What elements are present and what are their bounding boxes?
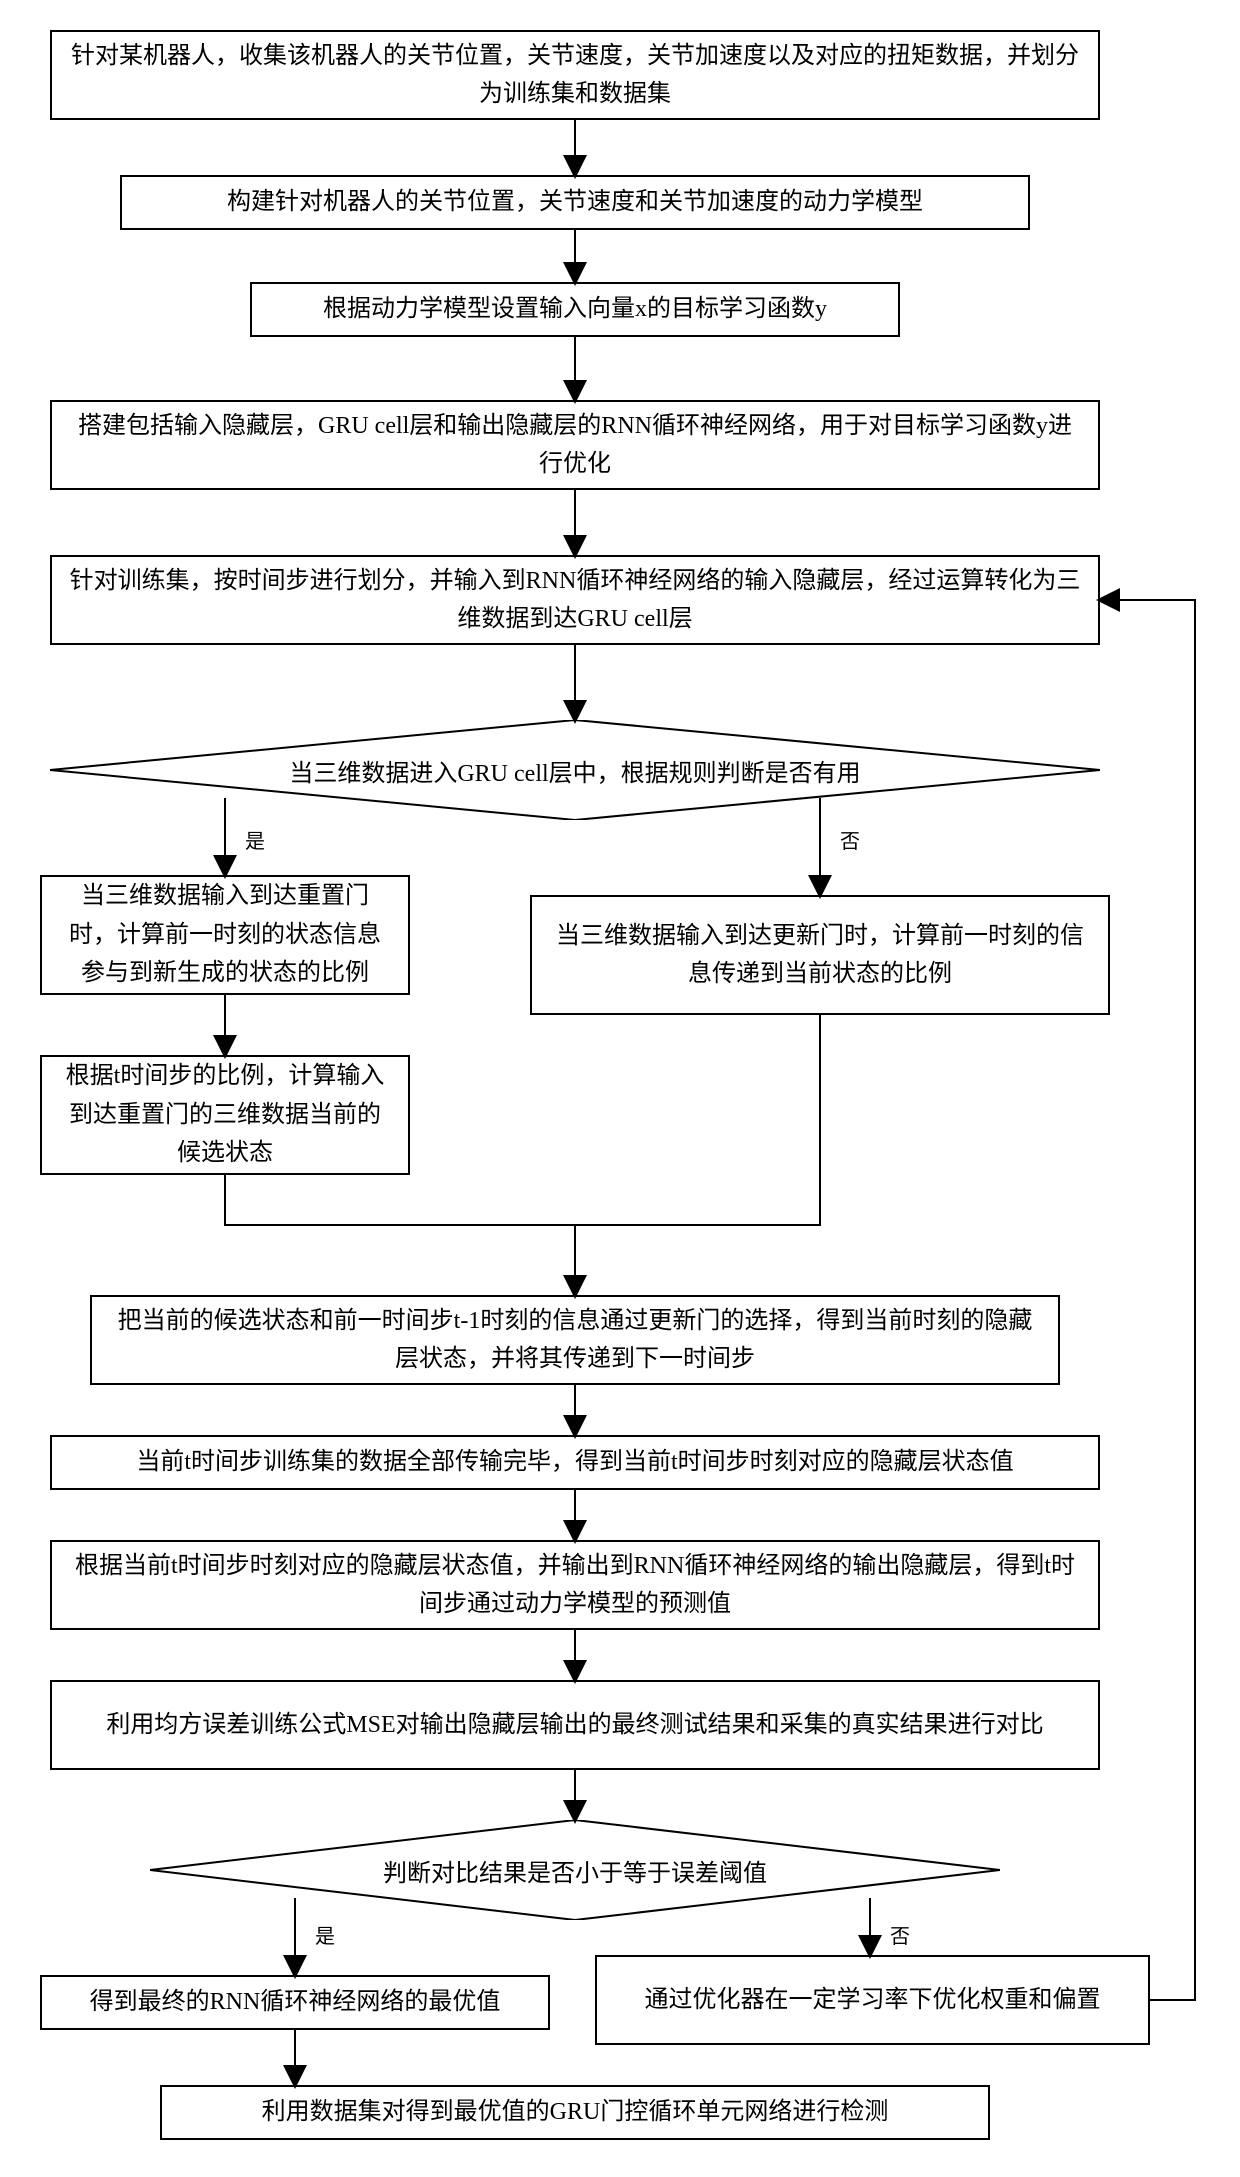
process-box-n14: 通过优化器在一定学习率下优化权重和偏置 xyxy=(595,1955,1150,2045)
box-text: 把当前的候选状态和前一时间步t-1时刻的信息通过更新门的选择，得到当前时刻的隐藏… xyxy=(108,1302,1042,1379)
process-box-n2: 构建针对机器人的关节位置，关节速度和关节加速度的动力学模型 xyxy=(120,175,1030,230)
box-text: 得到最终的RNN循环神经网络的最优值 xyxy=(90,1983,501,2021)
process-box-n11: 根据当前t时间步时刻对应的隐藏层状态值，并输出到RNN循环神经网络的输出隐藏层，… xyxy=(50,1540,1100,1630)
box-text: 利用数据集对得到最优值的GRU门控循环单元网络进行检测 xyxy=(262,2093,889,2131)
process-box-n1: 针对某机器人，收集该机器人的关节位置，关节速度，关节加速度以及对应的扭矩数据，并… xyxy=(50,30,1100,120)
box-text: 构建针对机器人的关节位置，关节速度和关节加速度的动力学模型 xyxy=(227,183,923,221)
box-text: 根据动力学模型设置输入向量x的目标学习函数y xyxy=(323,290,827,328)
box-text: 当三维数据输入到达更新门时，计算前一时刻的信息传递到当前状态的比例 xyxy=(548,917,1092,994)
process-box-n12: 利用均方误差训练公式MSE对输出隐藏层输出的最终测试结果和采集的真实结果进行对比 xyxy=(50,1680,1100,1770)
diamond-text: 当三维数据进入GRU cell层中，根据规则判断是否有用 xyxy=(209,753,940,788)
process-box-n7: 当三维数据输入到达更新门时，计算前一时刻的信息传递到当前状态的比例 xyxy=(530,895,1110,1015)
box-text: 当三维数据输入到达重置门时，计算前一时刻的状态信息参与到新生成的状态的比例 xyxy=(58,877,392,992)
box-text: 针对某机器人，收集该机器人的关节位置，关节速度，关节加速度以及对应的扭矩数据，并… xyxy=(68,37,1082,114)
process-box-n13: 得到最终的RNN循环神经网络的最优值 xyxy=(40,1975,550,2030)
box-text: 利用均方误差训练公式MSE对输出隐藏层输出的最终测试结果和采集的真实结果进行对比 xyxy=(106,1706,1043,1744)
box-text: 通过优化器在一定学习率下优化权重和偏置 xyxy=(645,1981,1101,2019)
decision-diamond-d2: 判断对比结果是否小于等于误差阈值 xyxy=(150,1820,1000,1920)
box-text: 针对训练集，按时间步进行划分，并输入到RNN循环神经网络的输入隐藏层，经过运算转… xyxy=(68,562,1082,639)
box-text: 根据当前t时间步时刻对应的隐藏层状态值，并输出到RNN循环神经网络的输出隐藏层，… xyxy=(68,1547,1082,1624)
branch-label-yes-2: 是 xyxy=(315,1920,335,1949)
process-box-n8: 根据t时间步的比例，计算输入到达重置门的三维数据当前的候选状态 xyxy=(40,1055,410,1175)
process-box-n10: 当前t时间步训练集的数据全部传输完毕，得到当前t时间步时刻对应的隐藏层状态值 xyxy=(50,1435,1100,1490)
process-box-n6: 当三维数据输入到达重置门时，计算前一时刻的状态信息参与到新生成的状态的比例 xyxy=(40,875,410,995)
process-box-n9: 把当前的候选状态和前一时间步t-1时刻的信息通过更新门的选择，得到当前时刻的隐藏… xyxy=(90,1295,1060,1385)
box-text: 搭建包括输入隐藏层，GRU cell层和输出隐藏层的RNN循环神经网络，用于对目… xyxy=(68,407,1082,484)
process-box-n15: 利用数据集对得到最优值的GRU门控循环单元网络进行检测 xyxy=(160,2085,990,2140)
diamond-text: 判断对比结果是否小于等于误差阈值 xyxy=(303,1853,847,1888)
branch-label-no-1: 否 xyxy=(840,825,860,854)
box-text: 当前t时间步训练集的数据全部传输完毕，得到当前t时间步时刻对应的隐藏层状态值 xyxy=(136,1443,1013,1481)
branch-label-yes-1: 是 xyxy=(245,825,265,854)
branch-label-no-2: 否 xyxy=(890,1920,910,1949)
process-box-n5: 针对训练集，按时间步进行划分，并输入到RNN循环神经网络的输入隐藏层，经过运算转… xyxy=(50,555,1100,645)
process-box-n4: 搭建包括输入隐藏层，GRU cell层和输出隐藏层的RNN循环神经网络，用于对目… xyxy=(50,400,1100,490)
process-box-n3: 根据动力学模型设置输入向量x的目标学习函数y xyxy=(250,282,900,337)
box-text: 根据t时间步的比例，计算输入到达重置门的三维数据当前的候选状态 xyxy=(58,1057,392,1172)
decision-diamond-d1: 当三维数据进入GRU cell层中，根据规则判断是否有用 xyxy=(50,720,1100,820)
